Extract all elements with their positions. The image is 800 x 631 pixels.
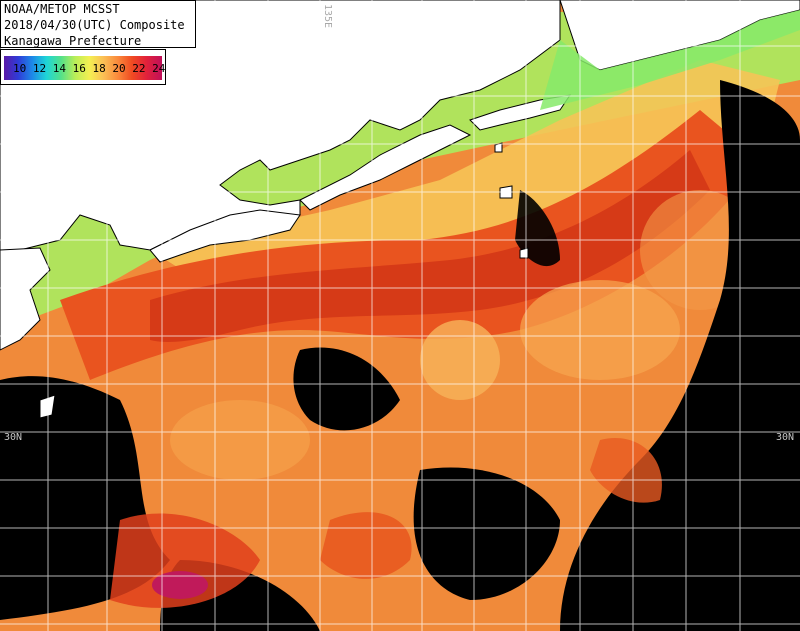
legend-labels: 10 12 14 16 18 20 22 24 (13, 62, 166, 75)
hot-spot (152, 571, 208, 599)
kyushu (0, 247, 51, 351)
warm-patch (110, 513, 260, 608)
temperature-legend: 10 12 14 16 18 20 22 24 (0, 49, 166, 85)
kuroshio-core (150, 150, 710, 342)
pale-eddy (420, 320, 500, 400)
map-title-box: NOAA/METOP MCSST 2018/04/30(UTC) Composi… (0, 0, 196, 48)
pale-eddy (170, 400, 310, 480)
kii-peninsula (299, 124, 472, 211)
map-title-line1: NOAA/METOP MCSST (4, 2, 120, 16)
latitude-label-left: 30N (4, 432, 23, 443)
map-title-line2: 2018/04/30(UTC) Composite (4, 18, 185, 32)
coastal-fringe (540, 10, 800, 110)
pale-eddy (520, 280, 680, 380)
cloud-mask (600, 536, 720, 631)
latitude-label-right: 30N (775, 432, 794, 443)
cloud-mask (413, 467, 560, 600)
map-title-line3: Kanagawa Prefecture (4, 34, 142, 48)
shikoku (149, 209, 301, 263)
warm-patch (320, 512, 412, 579)
island (519, 247, 529, 259)
warm-patch (590, 438, 662, 503)
legend-color-bar (4, 56, 162, 80)
longitude-label-top: 135E (322, 4, 333, 29)
